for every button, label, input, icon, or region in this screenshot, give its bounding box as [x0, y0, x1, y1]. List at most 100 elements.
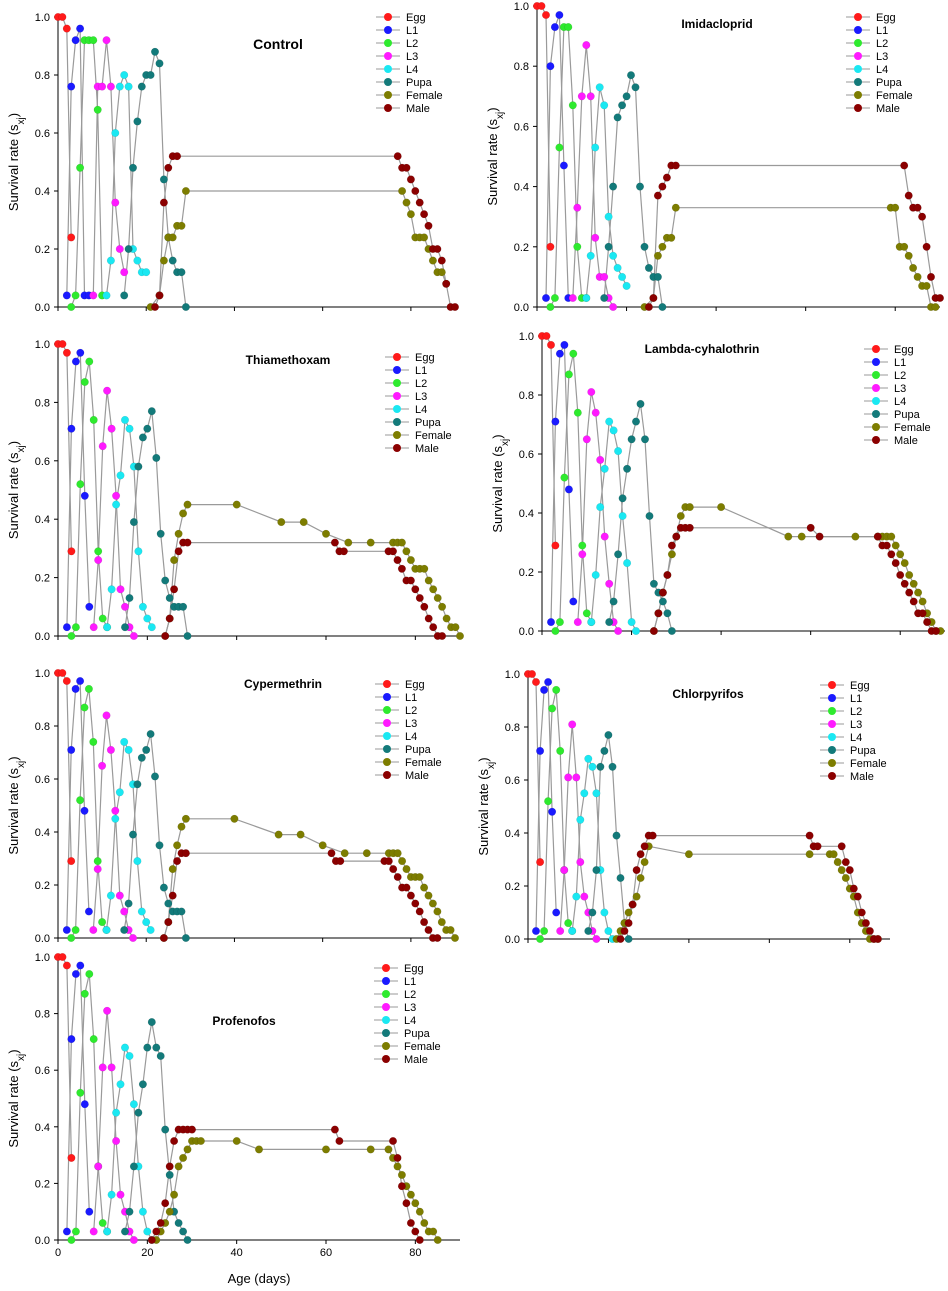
data-point [653, 191, 662, 200]
data-point [815, 532, 824, 541]
data-point [582, 609, 591, 618]
data-point [909, 597, 918, 606]
data-point [67, 745, 76, 754]
data-point [112, 1108, 121, 1117]
legend-marker [393, 366, 401, 374]
y-tick-labels: 0.0 0.2 0.4 0.6 0.8 1.0 [519, 331, 534, 638]
data-point [618, 494, 627, 503]
series-line-egg [537, 5, 551, 247]
data-point [564, 773, 573, 782]
data-point [116, 1190, 125, 1199]
data-point [550, 293, 559, 303]
data-point [159, 883, 168, 892]
data-point [624, 919, 633, 928]
data-point [922, 281, 931, 290]
y-tick-label: 0.2 [35, 880, 50, 892]
data-point [420, 602, 429, 611]
data-point [76, 480, 85, 489]
legend-marker [382, 990, 390, 998]
data-point [667, 233, 676, 242]
data-point [388, 1136, 398, 1146]
series-line-l4 [105, 73, 147, 296]
data-point [527, 669, 537, 679]
data-point [671, 161, 680, 170]
data-point [613, 113, 622, 122]
legend-label: Female [406, 90, 443, 102]
data-point [120, 737, 129, 746]
series-line-l1 [535, 681, 557, 932]
legend-label: Egg [404, 963, 424, 975]
data-point [584, 926, 593, 936]
data-point [618, 272, 627, 281]
data-point [103, 623, 112, 632]
data-point [829, 850, 838, 859]
data-point [450, 302, 460, 312]
data-point [89, 291, 98, 300]
data-point [393, 1153, 402, 1162]
data-point [125, 1051, 134, 1061]
y-tick-label: 0.2 [35, 1178, 50, 1190]
data-point [420, 883, 429, 892]
data-point [600, 908, 609, 917]
y-tick-label: 0.0 [505, 934, 520, 946]
data-point [393, 152, 402, 161]
data-point [393, 1162, 402, 1171]
legend-marker [384, 13, 392, 21]
data-point [183, 538, 192, 547]
series-line-l2 [549, 26, 587, 308]
data-point [89, 1227, 98, 1236]
data-point [152, 1043, 161, 1052]
data-point [230, 814, 239, 823]
data-point [658, 182, 667, 191]
y-tick-label: 0.4 [35, 1122, 50, 1134]
legend-label: L4 [406, 64, 418, 76]
series-l4 [587, 417, 641, 636]
y-tick-labels: 0.0 0.2 0.4 0.6 0.8 1.0 [505, 669, 520, 946]
data-point [551, 626, 560, 636]
series-l1 [62, 348, 94, 632]
y-tick-label: 0.6 [519, 449, 534, 461]
series-l4 [102, 70, 151, 300]
data-point [857, 908, 866, 917]
data-point [580, 892, 589, 901]
data-point [125, 593, 134, 603]
legend-marker [382, 1042, 390, 1050]
legend-label: Pupa [406, 77, 433, 89]
data-point [424, 891, 433, 900]
data-point [125, 424, 134, 433]
data-point [627, 435, 636, 444]
legend-label: Male [404, 1054, 428, 1066]
y-tick-label: 0.2 [35, 573, 50, 585]
data-point [424, 614, 433, 623]
data-point [891, 203, 900, 212]
data-point [120, 907, 129, 916]
data-point [865, 926, 874, 936]
legend-label: Female [404, 1041, 441, 1053]
data-point [591, 408, 600, 417]
data-point [165, 593, 174, 603]
data-point [573, 618, 582, 627]
data-point [640, 435, 650, 444]
data-point [170, 585, 179, 594]
data-point [129, 1100, 138, 1109]
series-egg [53, 339, 76, 556]
data-point [544, 677, 553, 687]
data-point [89, 36, 98, 45]
data-point [573, 408, 582, 417]
data-point [900, 559, 909, 568]
data-point [600, 272, 609, 281]
data-point [71, 291, 80, 300]
data-point [112, 1136, 121, 1146]
data-point [450, 933, 460, 943]
data-point [420, 918, 429, 927]
data-point [62, 925, 71, 935]
y-tick-labels: 0.0 0.2 0.4 0.6 0.8 1.0 [35, 12, 50, 314]
data-point [106, 82, 115, 91]
y-axis-label: Survival rate (sxj) [476, 757, 497, 855]
data-point [577, 92, 586, 101]
data-point [67, 82, 76, 91]
data-point [618, 101, 627, 110]
data-point [622, 281, 631, 290]
